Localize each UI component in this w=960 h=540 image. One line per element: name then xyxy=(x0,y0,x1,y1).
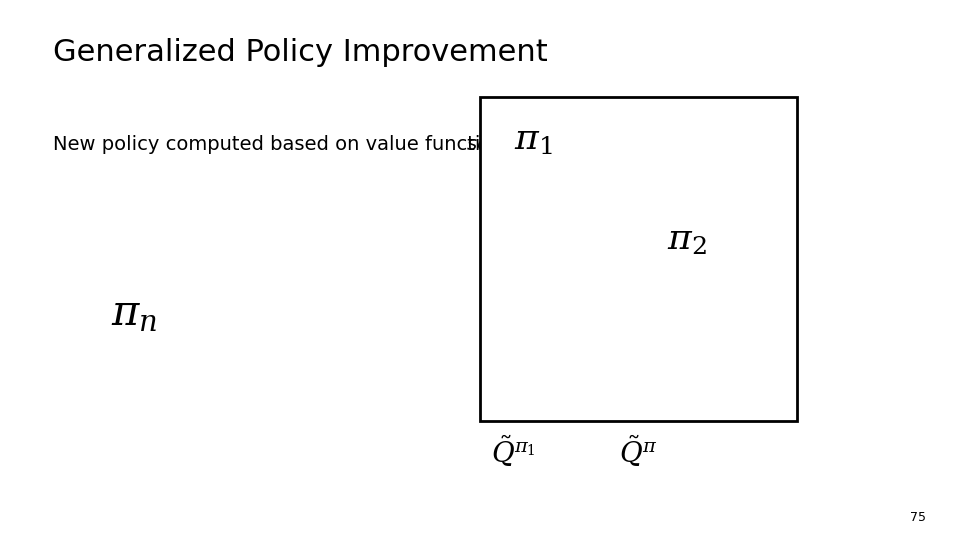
Text: $\tilde{Q}^{\pi}$: $\tilde{Q}^{\pi}$ xyxy=(619,433,658,469)
Bar xyxy=(480,97,797,421)
Text: 75: 75 xyxy=(910,511,926,524)
Text: $\pi_1$: $\pi_1$ xyxy=(514,124,552,157)
Text: Generalized Policy Improvement: Generalized Policy Improvement xyxy=(53,38,547,67)
Text: $\tilde{Q}^{\pi_1}$: $\tilde{Q}^{\pi_1}$ xyxy=(492,433,536,469)
Text: set of policies: set of policies xyxy=(467,135,601,154)
Text: New policy computed based on value functions of: New policy computed based on value funct… xyxy=(53,135,546,154)
Text: $\pi_2$: $\pi_2$ xyxy=(666,224,707,257)
Text: $\pi_n$: $\pi_n$ xyxy=(111,292,157,334)
